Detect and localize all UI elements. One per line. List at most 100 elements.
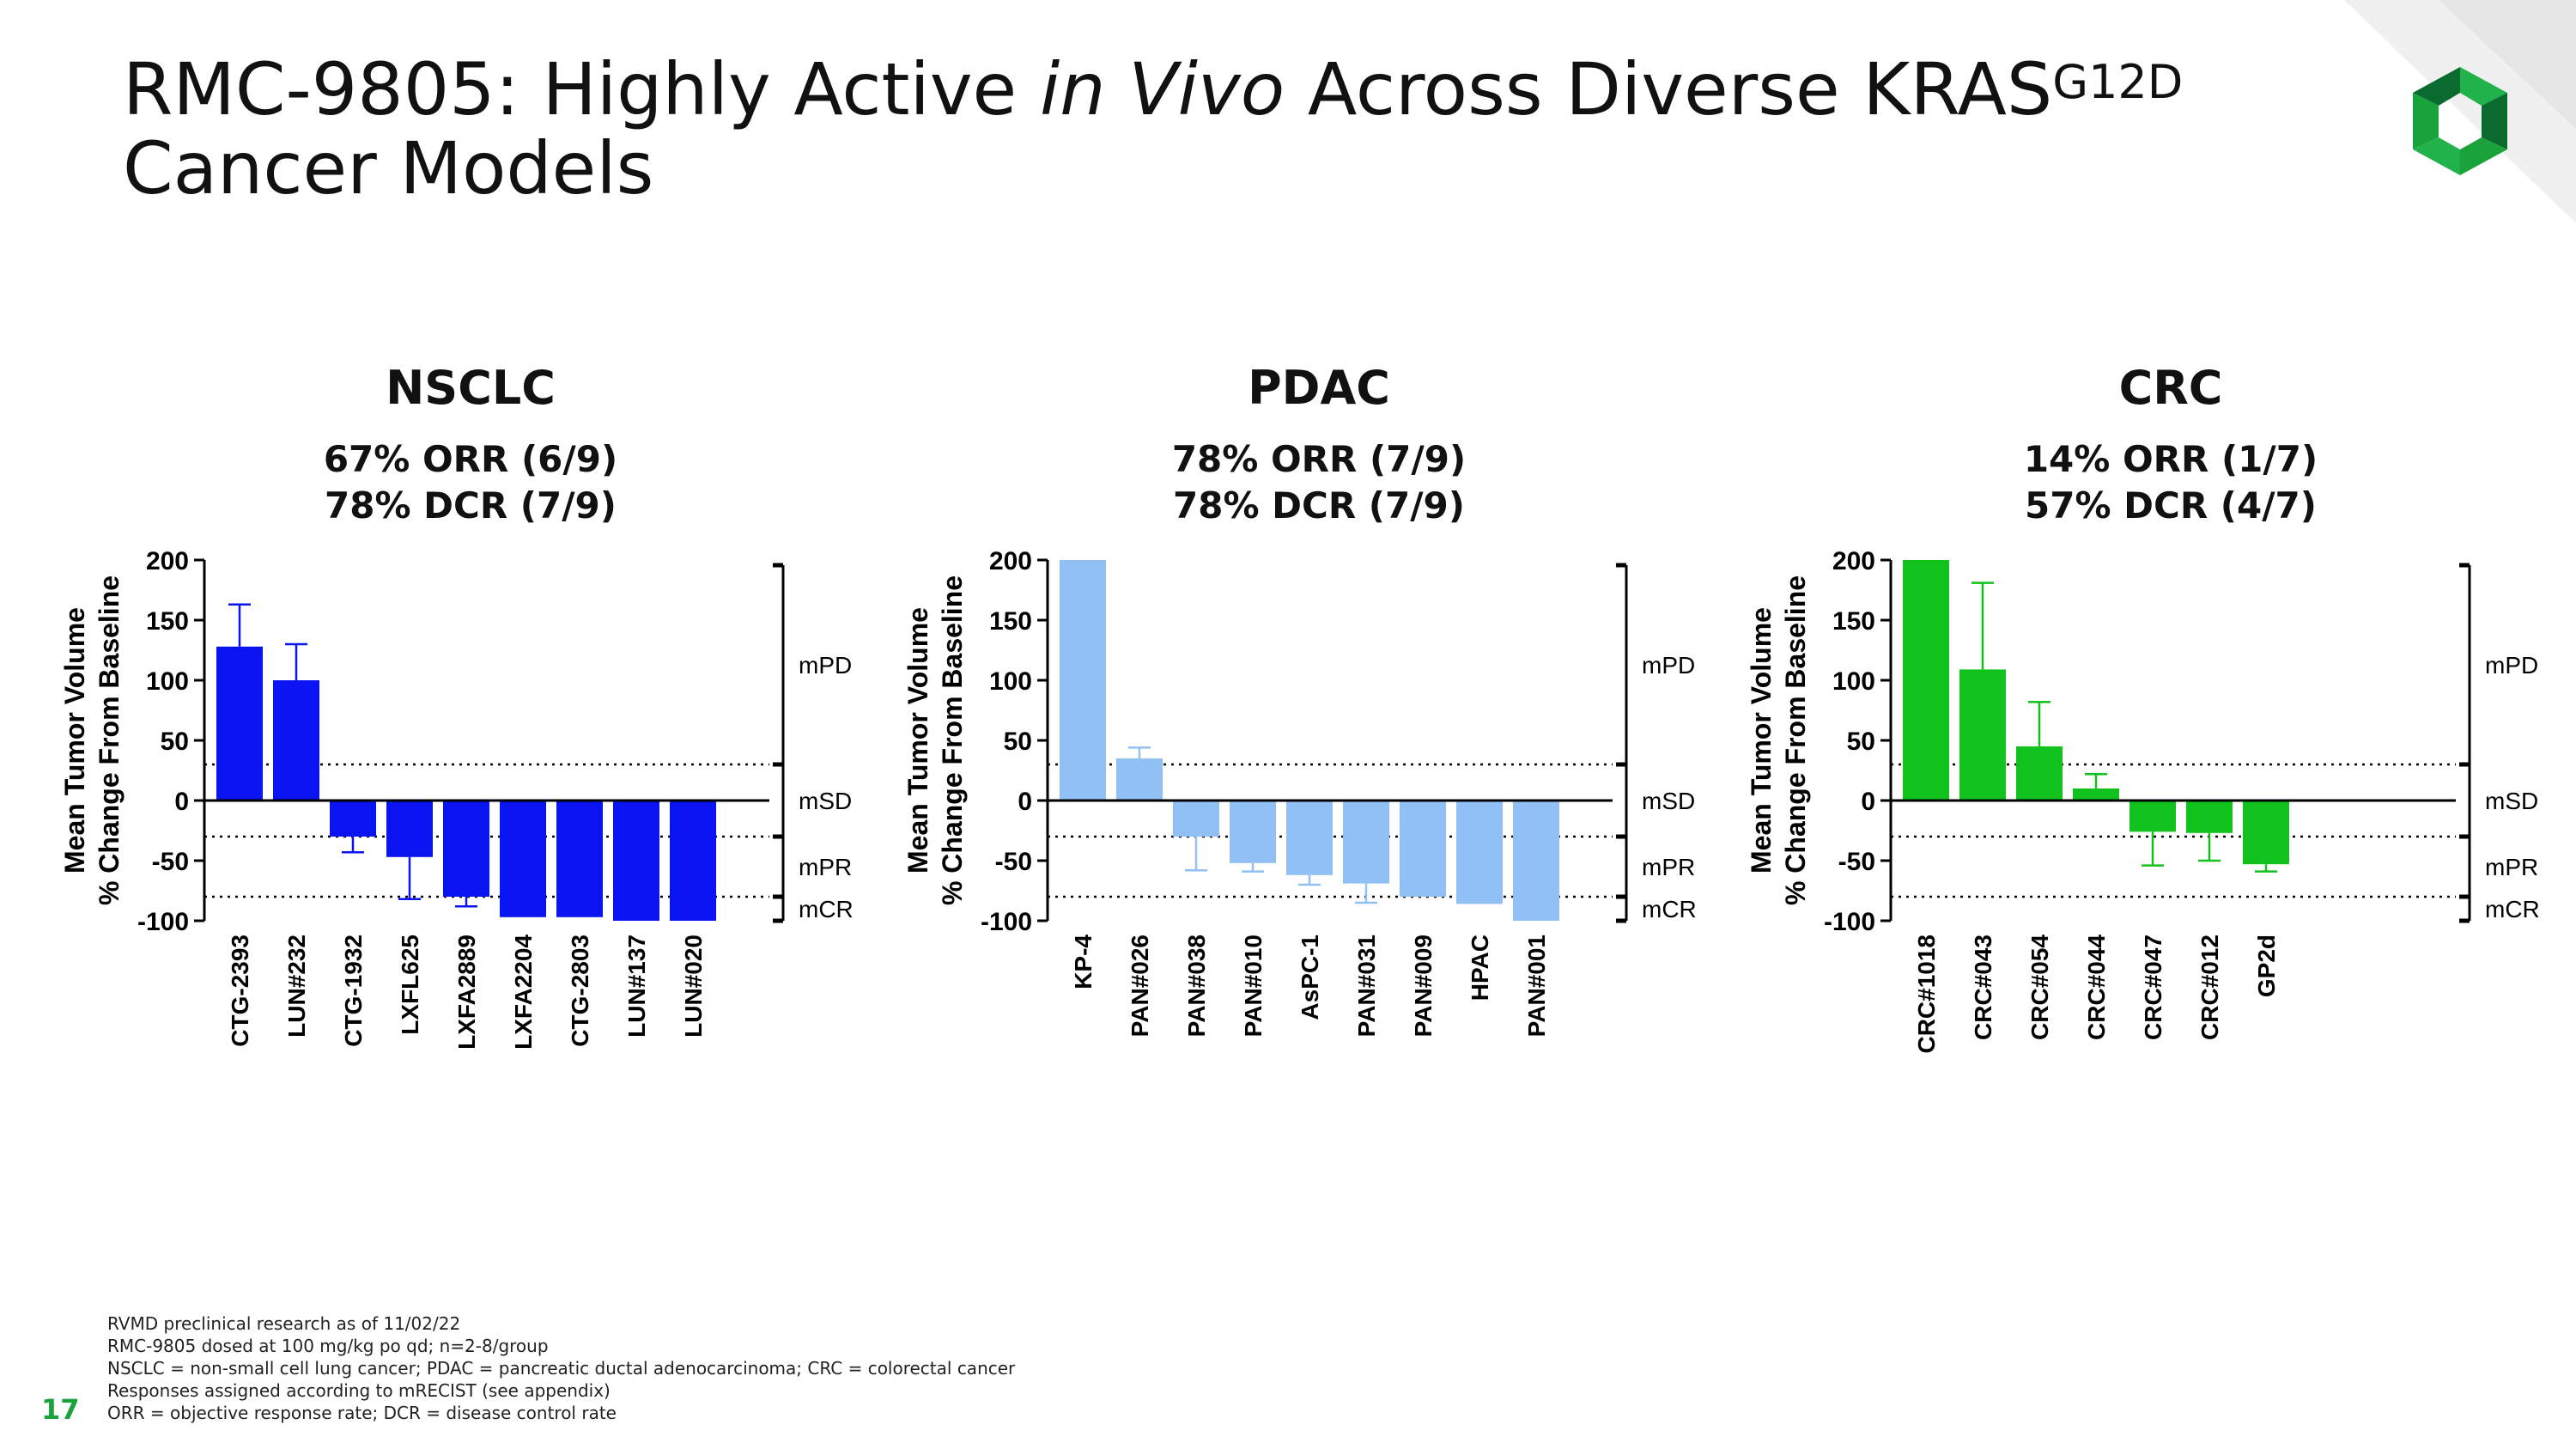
y-tick-label: -100 (1824, 908, 1875, 936)
category-label: CTG-1932 (340, 935, 367, 1047)
category-label: PAN#026 (1127, 935, 1153, 1037)
bar (443, 801, 489, 897)
category-label: CRC#047 (2140, 935, 2166, 1040)
y-tick-label: 0 (1018, 788, 1032, 816)
footnote: ORR = objective response rate; DCR = dis… (107, 1403, 617, 1423)
response-label: mPR (799, 854, 852, 880)
y-tick-label: 200 (989, 547, 1032, 575)
bar (2016, 746, 2063, 801)
crc-title: CRC (2118, 361, 2223, 415)
category-label: LUN#232 (283, 935, 310, 1038)
bar (1230, 801, 1276, 863)
bar (1173, 801, 1219, 837)
bar (1286, 801, 1333, 875)
pdac-dcr: 78% DCR (7/9) (1173, 484, 1465, 527)
category-label: LXFA2889 (453, 935, 480, 1050)
footnotes: RVMD preclinical research as of 11/02/22… (107, 1312, 1015, 1424)
y-tick-label: 200 (1832, 547, 1875, 575)
footnote: RVMD preclinical research as of 11/02/22 (107, 1313, 461, 1334)
category-label: PAN#009 (1410, 935, 1437, 1037)
bar (1959, 669, 2006, 801)
y-tick-label: 100 (146, 667, 189, 696)
category-label: PAN#038 (1183, 935, 1210, 1037)
bar (1060, 560, 1106, 801)
category-label: LXFL625 (397, 935, 423, 1035)
bar (613, 801, 659, 921)
y-tick-label: -50 (1838, 848, 1875, 876)
pdac-waterfall-chart: 200 150 100 50 0 -50 -100 Mean Tumor Volume% Ch… (902, 547, 1697, 1037)
y-axis-label: % Change From Baseline (1780, 575, 1811, 905)
y-tick-label: 50 (1847, 728, 1875, 756)
y-axis-label: Mean Tumor Volume (902, 607, 933, 874)
pdac-title: PDAC (1248, 361, 1390, 415)
y-tick-label: 100 (989, 667, 1032, 696)
page-number: 17 (41, 1393, 80, 1426)
response-label: mCR (799, 896, 854, 922)
bar (1456, 801, 1503, 904)
bar (1513, 801, 1559, 921)
category-label: GP2d (2253, 935, 2280, 997)
bar (670, 801, 716, 921)
corner-decoration (2344, 0, 2576, 223)
nsclc-orr: 67% ORR (6/9) (323, 438, 618, 480)
nsclc-dcr: 78% DCR (7/9) (325, 484, 617, 527)
bar (273, 680, 319, 801)
category-label: PAN#031 (1353, 935, 1380, 1037)
category-label: CRC#054 (2026, 935, 2053, 1040)
response-label: mPR (2485, 854, 2538, 880)
footnote: RMC-9805 dosed at 100 mg/kg po qd; n=2-8… (107, 1336, 549, 1356)
y-axis-label: % Change From Baseline (94, 575, 125, 905)
y-tick-label: 200 (146, 547, 189, 575)
crc-dcr: 57% DCR (4/7) (2025, 484, 2317, 527)
nsclc-title: NSCLC (386, 361, 556, 415)
y-tick-label: 0 (1861, 788, 1875, 816)
category-label: CRC#043 (1970, 935, 1996, 1040)
y-tick-label: -100 (137, 908, 189, 936)
company-logo (2413, 67, 2507, 175)
response-label: mSD (1642, 788, 1695, 814)
bar (2186, 801, 2233, 833)
y-tick-label: 150 (146, 607, 189, 636)
response-label: mPR (1642, 854, 1695, 880)
response-label: mPD (799, 652, 852, 679)
y-tick-label: 50 (1004, 728, 1032, 756)
bar (2073, 788, 2119, 801)
bar (1116, 758, 1163, 801)
bar (216, 646, 263, 801)
y-tick-label: -50 (152, 848, 189, 876)
y-tick-label: 150 (989, 607, 1032, 636)
slide-title: RMC-9805: Highly Active in Vivo Across D… (123, 47, 2184, 210)
y-tick-label: 150 (1832, 607, 1875, 636)
pdac-orr: 78% ORR (7/9) (1171, 438, 1467, 480)
category-label: CTG-2803 (567, 935, 593, 1047)
category-label: PAN#010 (1240, 935, 1267, 1037)
crc-waterfall-chart: 200 150 100 50 0 -50 -100 Mean Tumor Volume% Ch… (1746, 547, 2540, 1054)
category-label: LUN#137 (623, 935, 650, 1038)
bar (2243, 801, 2289, 865)
nsclc-waterfall-chart: 200 150 100 50 0 -50 -100 Mean Tumor Volume% Ch… (59, 547, 854, 1050)
category-label: CTG-2393 (227, 935, 253, 1047)
y-tick-label: 0 (174, 788, 189, 816)
bar (1343, 801, 1389, 884)
y-axis-label: % Change From Baseline (937, 575, 968, 905)
category-label: CRC#044 (2083, 935, 2110, 1040)
response-label: mCR (1642, 896, 1697, 922)
response-label: mSD (799, 788, 852, 814)
y-axis-label: Mean Tumor Volume (1746, 607, 1777, 874)
category-label: CRC#1018 (1913, 935, 1940, 1054)
y-tick-label: 50 (161, 728, 189, 756)
response-label: mPD (2485, 652, 2538, 679)
category-label: LXFA2204 (510, 935, 537, 1050)
y-tick-label: -50 (995, 848, 1032, 876)
response-label: mPD (1642, 652, 1695, 679)
bar (1400, 801, 1446, 897)
y-tick-label: -100 (981, 908, 1032, 936)
y-tick-label: 100 (1832, 667, 1875, 696)
bar (1903, 560, 1949, 801)
category-label: CRC#012 (2196, 935, 2223, 1040)
bar (330, 801, 376, 837)
crc-orr: 14% ORR (1/7) (2023, 438, 2318, 480)
category-label: KP-4 (1070, 935, 1097, 989)
footnote: NSCLC = non-small cell lung cancer; PDAC… (107, 1358, 1016, 1379)
bar (500, 801, 546, 917)
